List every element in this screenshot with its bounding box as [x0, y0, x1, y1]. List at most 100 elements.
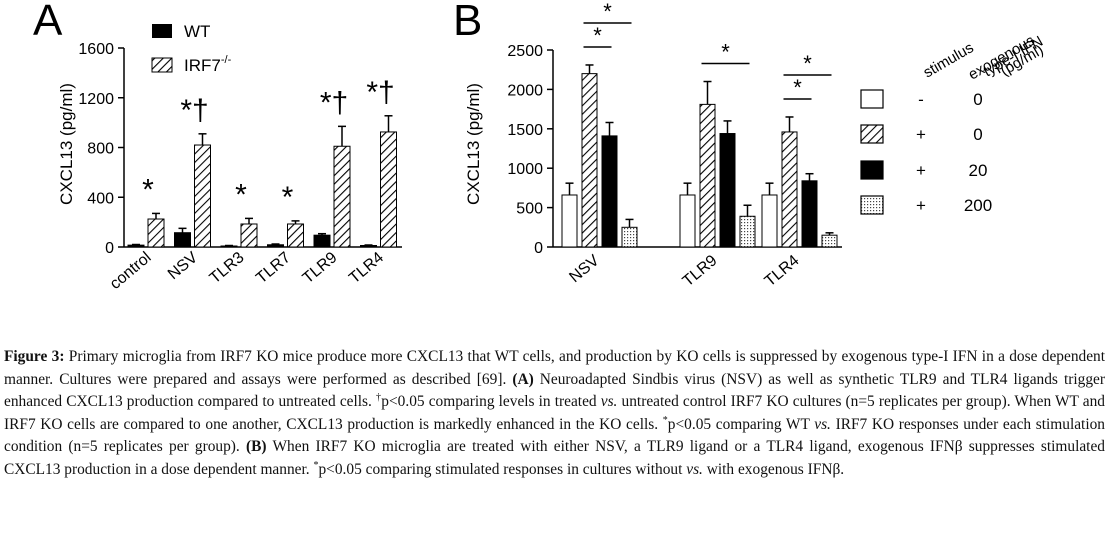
significance-marker: * — [142, 173, 154, 206]
bar — [147, 218, 165, 248]
bar — [174, 232, 191, 248]
legend-stimulus-value: + — [916, 161, 926, 180]
panel-a-label: A — [33, 0, 63, 45]
legend-label-wt: WT — [184, 22, 210, 41]
panel-b-y-tick-label: 1500 — [507, 122, 543, 139]
caption-b-text-2: p<0.05 comparing stimulated responses in… — [318, 460, 683, 478]
panel-b-label: B — [453, 0, 482, 45]
caption-star-2: * — [313, 459, 319, 471]
bar — [781, 131, 798, 248]
caption-star-1: * — [662, 414, 668, 426]
legend-swatch — [860, 195, 884, 215]
panel-b-x-tick-label: TLR4 — [762, 252, 803, 290]
caption-a-label: (A) — [512, 370, 534, 388]
panel-b-y-tick-label: 500 — [516, 201, 543, 218]
bar — [313, 234, 331, 248]
panel-a-x-tick-label: TLR9 — [300, 249, 341, 287]
bar — [739, 215, 756, 248]
caption-a-text-3: untreated control IRF7 KO cultures (n=5 … — [4, 393, 1105, 433]
panel-b-y-tick-label: 2000 — [507, 82, 543, 99]
panel-b-x-tick-label: NSV — [566, 252, 602, 286]
bar — [719, 133, 736, 248]
panel-a-x-tick-label: control — [107, 249, 155, 293]
significance-marker: * — [235, 178, 247, 211]
panel-a-legend: WT IRF7-/- — [151, 22, 232, 75]
panel-b-y-axis-label: CXCL13 (pg/ml) — [464, 83, 483, 205]
legend-stimulus-value: - — [918, 90, 924, 109]
bar — [699, 103, 716, 248]
panel-b-bars: ***** — [561, 0, 838, 248]
significance-marker: *† — [366, 76, 394, 109]
bar — [380, 131, 397, 248]
legend-ifn-value: 20 — [969, 161, 988, 180]
panel-a-x-tick-label: NSV — [165, 249, 201, 283]
legend-swatch-irf7 — [151, 57, 173, 73]
panel-a-y-axis-label: CXCL13 (pg/ml) — [57, 83, 76, 205]
caption-vs-1: vs. — [600, 393, 618, 410]
legend-stimulus-value: + — [916, 125, 926, 144]
panel-a-y-tick-label: 1600 — [78, 41, 114, 58]
legend-ifn-value: 0 — [973, 125, 982, 144]
panel-b-y-tick-label: 2500 — [507, 43, 543, 60]
bar — [333, 145, 351, 248]
panel-a-x-tick-label: TLR3 — [207, 249, 248, 287]
significance-marker: * — [793, 75, 802, 100]
bar — [127, 244, 145, 248]
significance-marker: * — [803, 51, 812, 76]
legend-ifn-value: 0 — [973, 90, 982, 109]
caption-vs-2: vs. — [814, 415, 831, 433]
caption-b-text-3: with exogenous IFNβ. — [706, 460, 845, 478]
bar — [581, 73, 598, 248]
caption-a-text-4: p<0.05 comparing WT — [667, 415, 810, 433]
significance-marker: *† — [320, 86, 348, 119]
panel-b-y-tick-label: 0 — [534, 240, 543, 257]
legend-swatch-wt — [152, 24, 172, 38]
panel-b: B CXCL13 (pg/ml) 05001000150020002500NSV… — [453, 0, 1046, 290]
significance-marker: * — [593, 23, 602, 48]
bar — [679, 194, 696, 248]
panel-a-y-tick-label: 0 — [105, 240, 114, 257]
panel-b-y-tick-label: 1000 — [507, 161, 543, 178]
panel-a-y-tick-label: 400 — [87, 190, 114, 207]
caption-figure-label: Figure 3: — [4, 348, 65, 365]
bar — [240, 223, 258, 248]
significance-marker: *† — [180, 94, 208, 127]
bar — [821, 234, 838, 248]
caption-vs-3: vs. — [686, 460, 703, 478]
bar — [267, 244, 284, 248]
caption-intro: Primary microglia from IRF7 KO mice prod… — [4, 348, 1106, 388]
legend-swatch — [860, 160, 884, 180]
legend-label-irf7: IRF7-/- — [184, 54, 232, 75]
significance-marker: * — [282, 181, 294, 214]
significance-marker: * — [603, 0, 612, 24]
bar — [801, 180, 818, 248]
legend-stimulus-value: + — [916, 196, 926, 215]
bar — [621, 226, 638, 248]
bar — [601, 135, 618, 248]
caption-b-label: (B) — [246, 438, 267, 455]
caption-dagger: † — [376, 391, 382, 403]
caption-b-text-1: When IRF7 KO microglia are treated with … — [4, 438, 1105, 478]
legend-swatch — [860, 89, 884, 109]
panel-b-x-tick-label: TLR9 — [680, 252, 721, 290]
panel-a-y-tick-label: 1200 — [78, 91, 114, 108]
bar — [287, 223, 304, 248]
bar — [561, 194, 578, 248]
bar — [194, 144, 211, 248]
panel-a-y-tick-label: 800 — [87, 141, 114, 158]
caption-a-text-1: Neuroadapted Sindbis virus (NSV) as well… — [4, 370, 1105, 411]
panel-a-bars: * *† * * *† *† — [127, 76, 397, 248]
panel-a-axes: 0 400 800 1200 1600 control NSV TLR3 TLR7 TLR9 TLR… — [78, 41, 402, 293]
caption-a-text-5: IRF7 KO responses under each stimulation… — [4, 415, 1105, 456]
figure-caption: Figure 3: Primary microglia from IRF7 KO… — [4, 346, 1105, 481]
significance-marker: * — [721, 40, 730, 65]
legend-ifn-value: 200 — [964, 196, 992, 215]
bar — [761, 194, 778, 248]
figure-3: A CXCL13 (pg/ml) 0 400 800 1200 1600 control N… — [33, 0, 1046, 293]
panel-b-legend: stimulus exogenous type-I IFN (pg/ml) -0… — [860, 32, 1046, 215]
panel-a-x-tick-label: TLR4 — [346, 249, 387, 287]
panel-a-x-tick-label: TLR7 — [253, 249, 294, 287]
panel-a: A CXCL13 (pg/ml) 0 400 800 1200 1600 control N… — [33, 0, 402, 293]
legend-swatch — [860, 124, 884, 144]
caption-a-text-2: p<0.05 comparing levels in treated — [381, 393, 597, 410]
